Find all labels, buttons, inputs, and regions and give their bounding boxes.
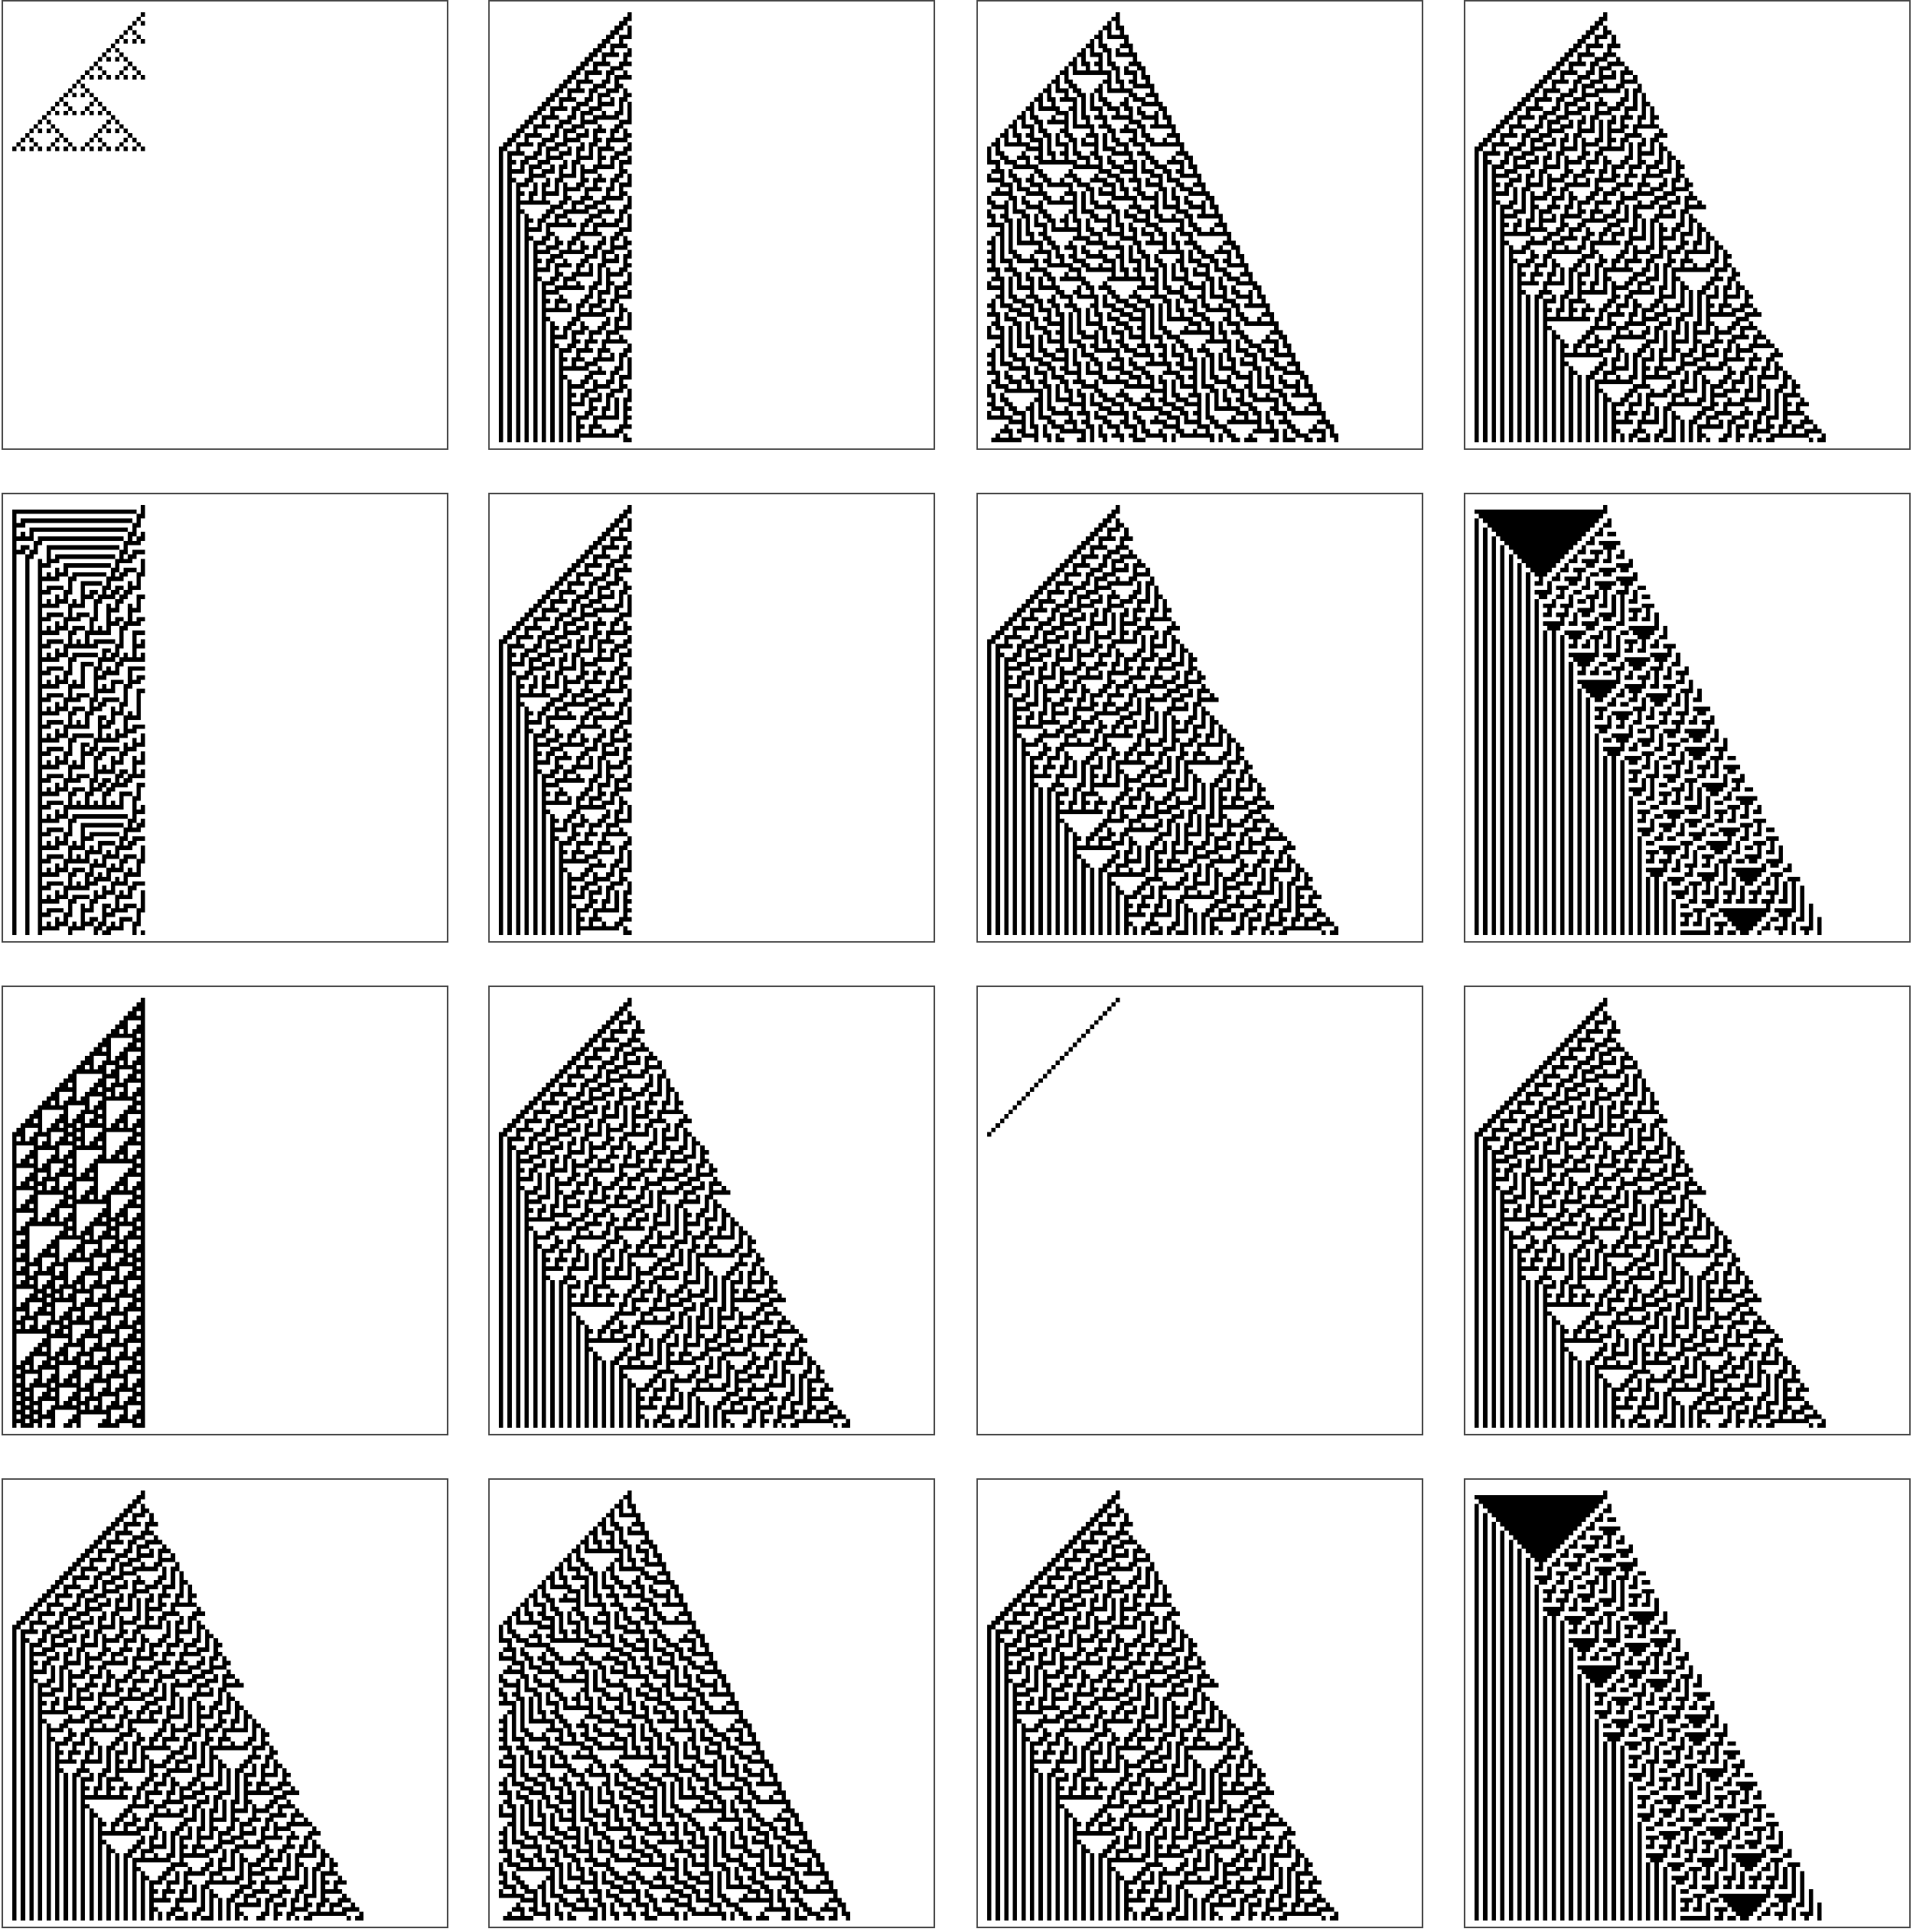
ca-panel-r2c4 — [1464, 493, 1911, 943]
ca-panel-r2c3 — [976, 493, 1423, 943]
ca-panel-r4c3 — [976, 1478, 1423, 1928]
ca-evolution-r4c4 — [1475, 1491, 1903, 1921]
ca-evolution-r4c3 — [987, 1491, 1416, 1921]
ca-evolution-r3c3 — [987, 998, 1416, 1428]
ca-panel-r3c2 — [488, 986, 935, 1435]
ca-panel-r4c4 — [1464, 1478, 1911, 1928]
ca-evolution-r1c3 — [987, 12, 1416, 442]
ca-evolution-r2c3 — [987, 505, 1416, 935]
ca-panel-r2c2 — [488, 493, 935, 943]
ca-panel-r1c2 — [488, 0, 935, 450]
ca-evolution-r3c4 — [1475, 998, 1903, 1428]
ca-evolution-r4c1 — [12, 1491, 441, 1921]
ca-panel-r3c3 — [976, 986, 1423, 1435]
ca-evolution-r1c4 — [1475, 12, 1903, 442]
ca-panel-r3c1 — [2, 986, 448, 1435]
ca-panel-r4c2 — [488, 1478, 935, 1928]
ca-panel-r2c1 — [2, 493, 448, 943]
ca-panel-r1c4 — [1464, 0, 1911, 450]
ca-evolution-r2c1 — [12, 505, 441, 935]
ca-panel-r1c3 — [976, 0, 1423, 450]
ca-evolution-r2c4 — [1475, 505, 1903, 935]
ca-panel-r4c1 — [2, 1478, 448, 1928]
ca-panel-r1c1 — [2, 0, 448, 450]
ca-evolution-r3c2 — [499, 998, 927, 1428]
ca-evolution-r3c1 — [12, 998, 441, 1428]
ca-evolution-r1c2 — [499, 12, 927, 442]
ca-evolution-r4c2 — [499, 1491, 927, 1921]
ca-panel-r3c4 — [1464, 986, 1911, 1435]
ca-evolution-r1c1 — [12, 12, 441, 442]
ca-evolution-r2c2 — [499, 505, 927, 935]
